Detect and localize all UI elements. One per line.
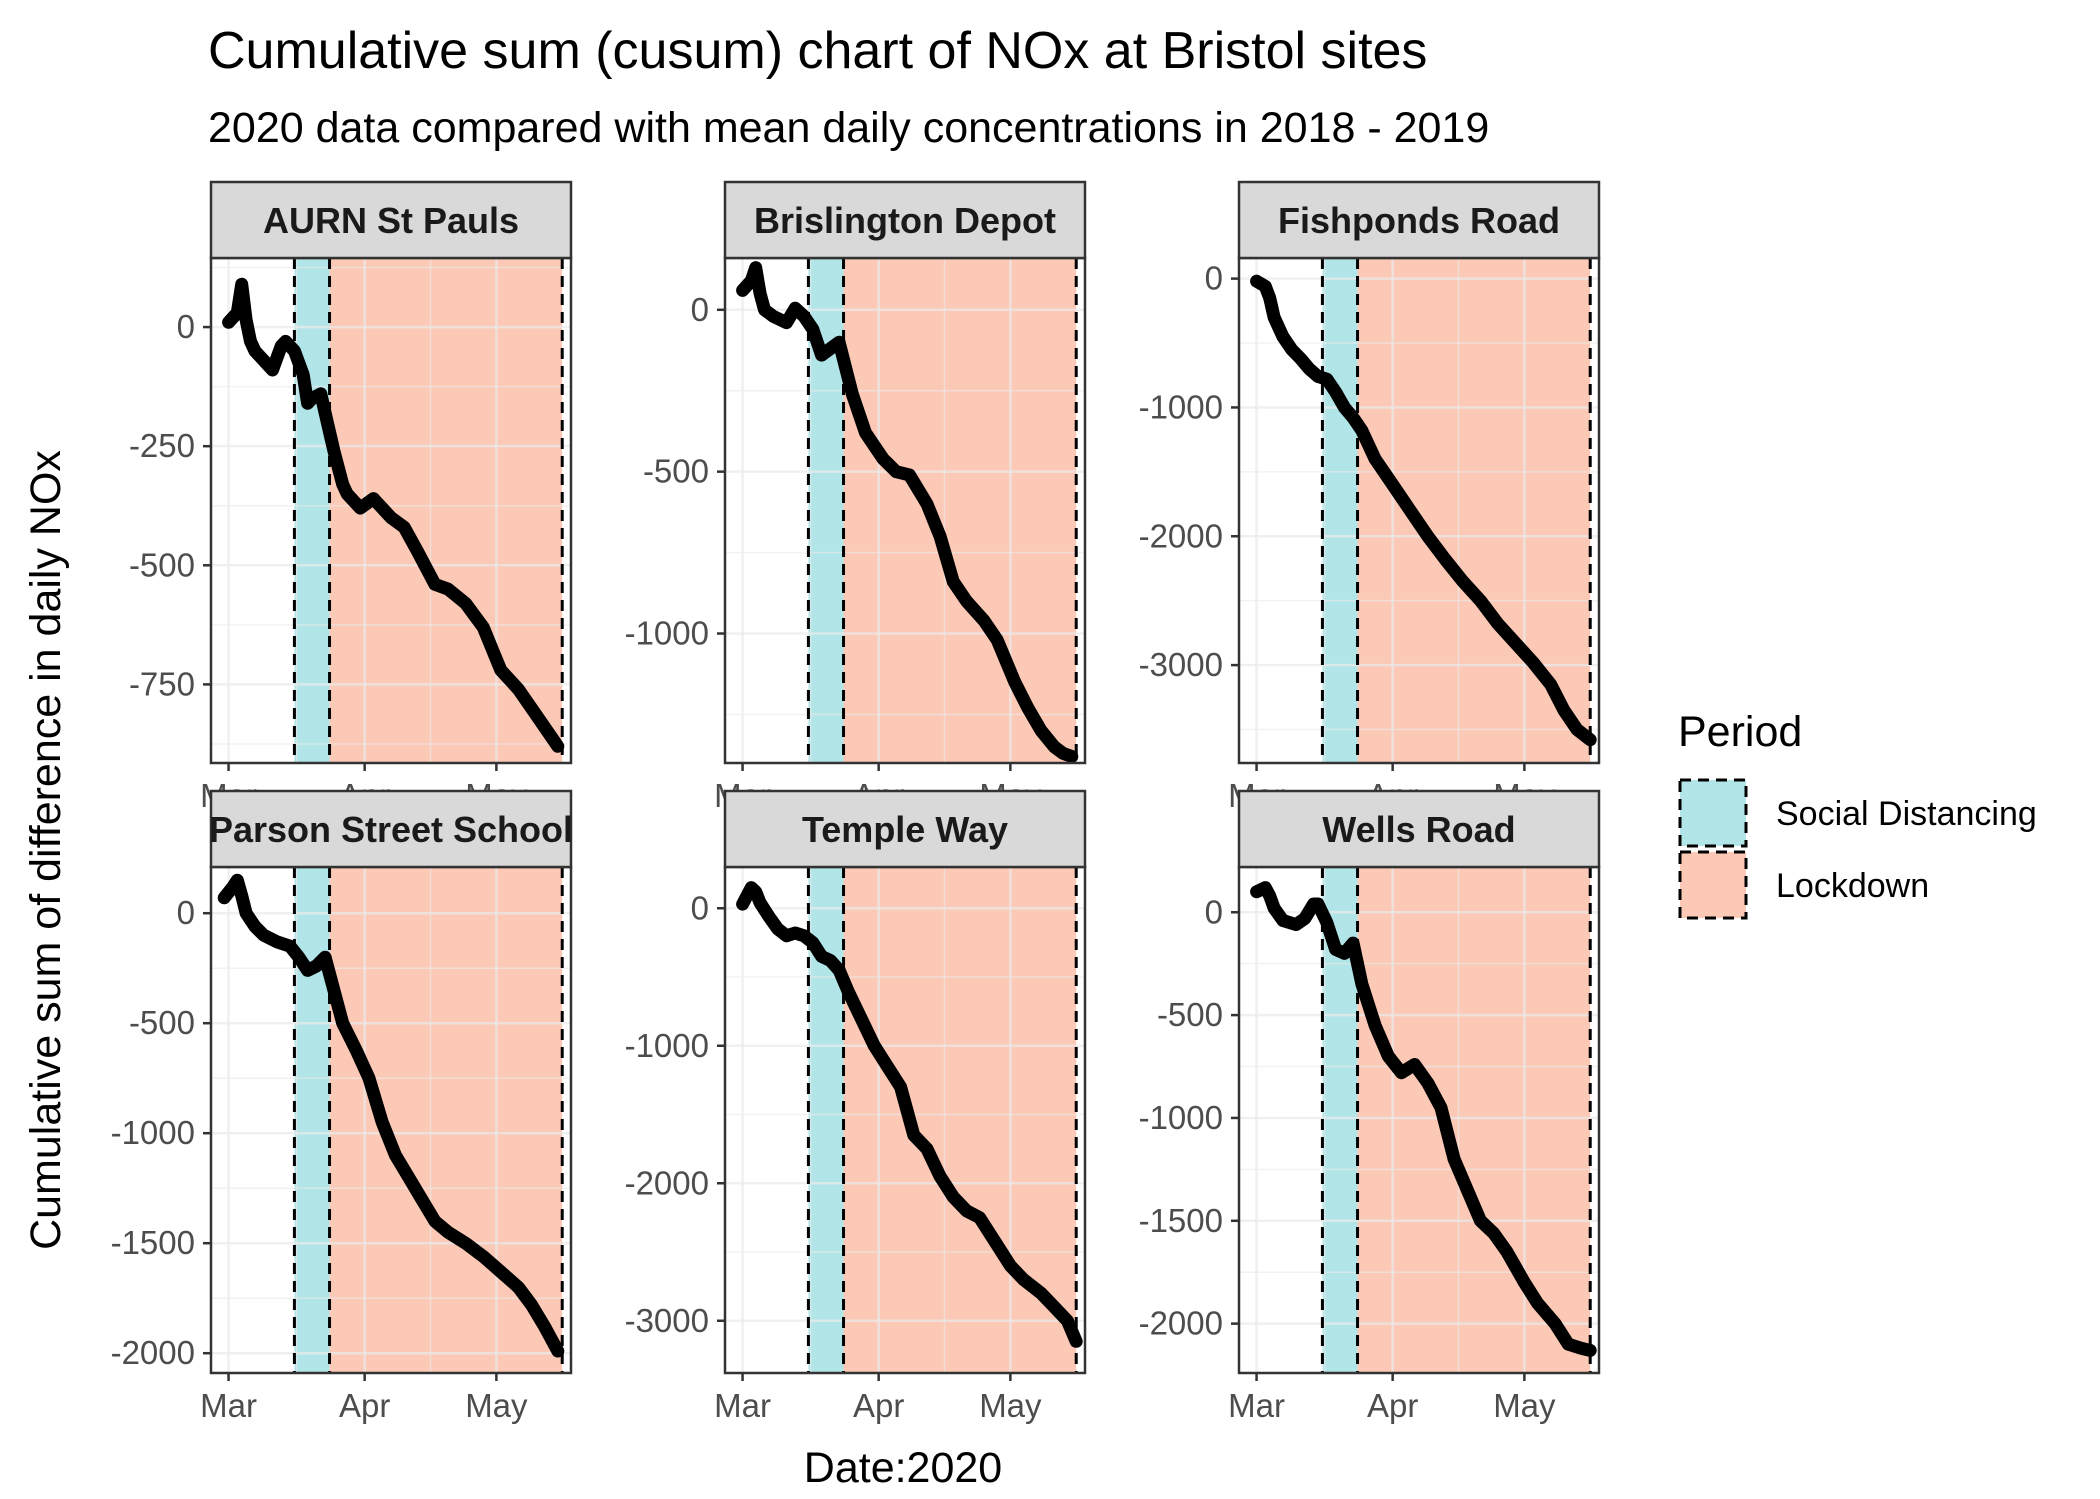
y-tick-label: -3000 bbox=[625, 1302, 709, 1339]
y-tick-label: -500 bbox=[1157, 996, 1223, 1033]
cusum-line bbox=[222, 277, 565, 753]
x-tick-label: Apr bbox=[853, 1387, 904, 1424]
y-tick-label: -1000 bbox=[625, 615, 709, 652]
y-tick-label: -500 bbox=[129, 1004, 195, 1041]
legend-title: Period bbox=[1678, 708, 1802, 756]
y-tick-label: -1500 bbox=[111, 1224, 195, 1261]
facet-panel: Wells Road 0 -500 -1000 -1500 -2000 Mar Apr May bbox=[1139, 789, 1601, 1424]
period-band bbox=[294, 867, 330, 1373]
y-tick-label: -750 bbox=[129, 665, 195, 702]
panels-group: AURN St Pauls 0 -250 -500 -750 Mar Apr May Brisl… bbox=[111, 180, 1601, 1424]
x-tick-label: Mar bbox=[200, 1387, 257, 1424]
y-tick-label: -2000 bbox=[1139, 517, 1223, 554]
cusum-line bbox=[217, 873, 565, 1358]
y-axis-title: Cumulative sum of difference in daily NO… bbox=[22, 450, 70, 1250]
facet-strip bbox=[1237, 789, 1601, 869]
y-tick-label: -1000 bbox=[111, 1114, 195, 1151]
y-tick-label: -1000 bbox=[1139, 1099, 1223, 1136]
facet-panel: Temple Way 0 -1000 -2000 -3000 Mar Apr May bbox=[625, 789, 1087, 1424]
y-tick-label: -1000 bbox=[625, 1027, 709, 1064]
facet-strip-label: Parson Street School bbox=[209, 809, 573, 850]
x-tick-label: Mar bbox=[1228, 1387, 1285, 1424]
y-tick-label: 0 bbox=[1205, 260, 1223, 297]
facet-strip bbox=[723, 789, 1087, 869]
facet-strip-label: AURN St Pauls bbox=[263, 200, 519, 241]
facet-strip-label: Fishponds Road bbox=[1278, 200, 1560, 241]
period-band bbox=[329, 258, 563, 763]
y-tick-label: -250 bbox=[129, 427, 195, 464]
legend: Period Social Distancing Lockdown bbox=[1678, 708, 2037, 920]
y-tick-label: -500 bbox=[129, 546, 195, 583]
legend-key bbox=[1678, 778, 1748, 848]
facet-strip-label: Temple Way bbox=[802, 809, 1008, 850]
facet-panel: Parson Street School 0 -500 -1000 -1500 -2000… bbox=[111, 789, 573, 1424]
y-tick-label: -2000 bbox=[625, 1164, 709, 1201]
chart-subtitle: 2020 data compared with mean daily conce… bbox=[208, 104, 1489, 152]
facet-strip bbox=[209, 789, 573, 869]
x-tick-label: May bbox=[1493, 1387, 1556, 1424]
period-band bbox=[294, 258, 330, 763]
x-tick-label: Apr bbox=[339, 1387, 390, 1424]
period-band bbox=[1357, 867, 1591, 1373]
y-tick-label: -3000 bbox=[1139, 646, 1223, 683]
x-axis-title: Date:2020 bbox=[804, 1444, 1002, 1492]
cusum-line bbox=[1250, 881, 1597, 1357]
legend-items: Social Distancing Lockdown bbox=[1678, 778, 2037, 920]
facet-strip bbox=[209, 180, 573, 260]
y-tick-label: -1000 bbox=[1139, 388, 1223, 425]
y-tick-label: 0 bbox=[1205, 893, 1223, 930]
y-tick-label: 0 bbox=[691, 291, 709, 328]
y-tick-label: -2000 bbox=[111, 1334, 195, 1371]
x-tick-label: May bbox=[979, 1387, 1042, 1424]
period-band bbox=[843, 258, 1077, 763]
x-tick-label: Mar bbox=[714, 1387, 771, 1424]
facet-strip bbox=[1237, 180, 1601, 260]
y-tick-label: 0 bbox=[691, 889, 709, 926]
chart-title: Cumulative sum (cusum) chart of NOx at B… bbox=[208, 22, 1427, 80]
facet-strip bbox=[723, 180, 1087, 260]
x-tick-label: May bbox=[465, 1387, 528, 1424]
y-tick-label: 0 bbox=[177, 308, 195, 345]
y-tick-label: 0 bbox=[177, 894, 195, 931]
facet-strip-label: Wells Road bbox=[1322, 809, 1515, 850]
x-tick-label: Apr bbox=[1367, 1387, 1418, 1424]
cusum-line bbox=[1250, 274, 1597, 747]
period-band bbox=[1322, 258, 1358, 763]
y-tick-label: -1500 bbox=[1139, 1202, 1223, 1239]
cusum-line bbox=[736, 261, 1079, 763]
y-tick-label: -2000 bbox=[1139, 1305, 1223, 1342]
legend-label: Lockdown bbox=[1776, 867, 1929, 905]
cusum-line bbox=[736, 881, 1083, 1348]
y-tick-label: -500 bbox=[643, 453, 709, 490]
legend-label: Social Distancing bbox=[1776, 795, 2037, 833]
legend-key bbox=[1678, 850, 1748, 920]
facet-strip-label: Brislington Depot bbox=[754, 200, 1056, 241]
